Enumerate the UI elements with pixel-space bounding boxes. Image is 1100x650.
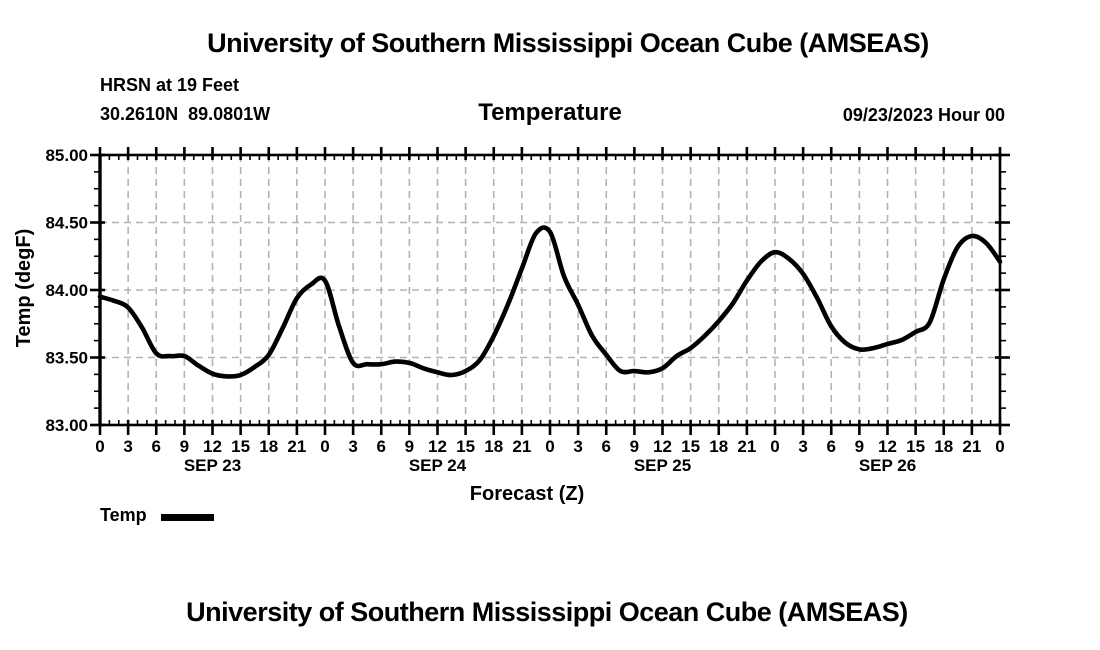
station-label: HRSN at 19 Feet <box>100 75 240 95</box>
y-tick-label: 84.00 <box>45 281 88 300</box>
x-tick-label: 3 <box>798 437 807 456</box>
run-timestamp: 09/23/2023 Hour 00 <box>842 105 1005 125</box>
x-tick-label: 15 <box>906 437 925 456</box>
x-tick-label: 21 <box>962 437 981 456</box>
x-tick-label: 21 <box>287 437 306 456</box>
x-tick-label: 12 <box>878 437 897 456</box>
legend-label: Temp <box>100 505 147 525</box>
day-label: SEP 23 <box>184 456 241 475</box>
x-tick-label: 18 <box>484 437 503 456</box>
x-tick-label: 15 <box>456 437 475 456</box>
day-label: SEP 24 <box>409 456 467 475</box>
x-tick-label: 0 <box>770 437 779 456</box>
x-tick-label: 9 <box>630 437 639 456</box>
x-tick-label: 21 <box>512 437 531 456</box>
x-tick-label: 3 <box>348 437 357 456</box>
x-tick-label: 3 <box>123 437 132 456</box>
day-label: SEP 26 <box>859 456 916 475</box>
x-tick-label: 12 <box>653 437 672 456</box>
x-axis-title: Forecast (Z) <box>470 483 584 505</box>
x-tick-label: 15 <box>231 437 250 456</box>
y-tick-label: 83.50 <box>45 349 88 368</box>
x-tick-label: 0 <box>545 437 554 456</box>
x-tick-label: 21 <box>737 437 756 456</box>
x-tick-label: 6 <box>602 437 611 456</box>
x-tick-label: 6 <box>152 437 161 456</box>
day-label: SEP 25 <box>634 456 691 475</box>
report-title: University of Southern Mississippi Ocean… <box>207 28 929 58</box>
y-tick-label: 84.50 <box>45 214 88 233</box>
chart-title: Temperature <box>478 99 622 126</box>
x-tick-label: 18 <box>259 437 278 456</box>
y-tick-label: 83.00 <box>45 416 88 435</box>
bottom-report-title: University of Southern Mississippi Ocean… <box>186 597 908 627</box>
legend: Temp <box>100 505 214 526</box>
x-tick-label: 3 <box>573 437 582 456</box>
temp-series-line <box>97 225 1003 379</box>
x-tick-label: 6 <box>377 437 386 456</box>
x-tick-label: 18 <box>709 437 728 456</box>
x-tick-label: 15 <box>681 437 700 456</box>
y-tick-label: 85.00 <box>45 146 88 165</box>
y-axis-title: Temp (degF) <box>13 229 35 348</box>
coordinates-label: 30.2610N 89.0801W <box>100 104 271 124</box>
x-tick-label: 9 <box>180 437 189 456</box>
x-tick-label: 6 <box>827 437 836 456</box>
legend-swatch-line <box>160 513 214 521</box>
x-tick-label: 12 <box>428 437 447 456</box>
x-tick-label: 0 <box>995 437 1004 456</box>
x-tick-label: 9 <box>855 437 864 456</box>
x-tick-label: 18 <box>934 437 953 456</box>
x-tick-label: 0 <box>320 437 329 456</box>
x-tick-label: 9 <box>405 437 414 456</box>
x-tick-label: 12 <box>203 437 222 456</box>
x-tick-label: 0 <box>95 437 104 456</box>
